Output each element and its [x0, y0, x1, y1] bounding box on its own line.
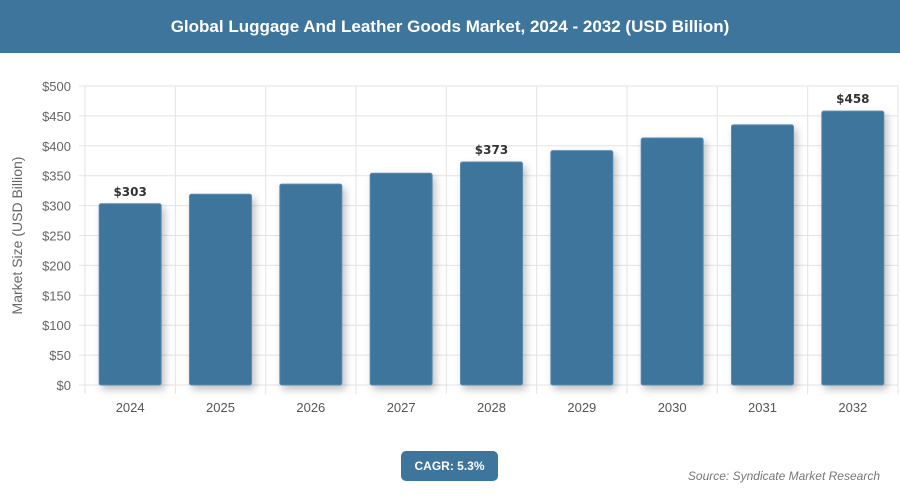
source-note: Source: Syndicate Market Research: [687, 469, 880, 483]
bar: [189, 193, 252, 386]
y-tick-label: $200: [42, 258, 71, 273]
y-tick-label: $300: [42, 199, 71, 214]
x-tick-label: 2032: [838, 400, 867, 415]
x-tick-label: 2029: [567, 400, 596, 415]
bar: [279, 183, 343, 386]
bar: [550, 150, 614, 386]
bar: [731, 124, 794, 386]
y-tick-label: $500: [42, 79, 71, 94]
y-tick-label: $150: [42, 288, 71, 303]
chart-title: Global Luggage And Leather Goods Market,…: [0, 0, 900, 53]
y-tick-label: $350: [42, 169, 71, 184]
x-tick-label: 2026: [296, 400, 325, 415]
x-tick-label: 2031: [748, 400, 777, 415]
data-label: $303: [113, 185, 146, 199]
x-tick-label: 2024: [116, 400, 145, 415]
x-tick-label: 2027: [387, 400, 416, 415]
x-tick-label: 2028: [477, 400, 506, 415]
y-tick-label: $50: [49, 348, 71, 363]
bar: [98, 203, 162, 386]
x-tick-label: 2030: [658, 400, 687, 415]
y-tick-label: $0: [57, 378, 71, 393]
data-label: $373: [475, 143, 508, 157]
data-label: $458: [836, 92, 869, 106]
y-tick-label: $450: [42, 109, 71, 124]
cagr-badge: CAGR: 5.3%: [401, 451, 498, 481]
bar: [369, 172, 433, 386]
y-axis-label: Market Size (USD Billion): [9, 157, 25, 315]
y-tick-label: $400: [42, 139, 71, 154]
bar: [640, 137, 704, 386]
x-tick-label: 2025: [206, 400, 235, 415]
y-tick-label: $100: [42, 318, 71, 333]
bar: [821, 110, 885, 386]
bar: [460, 161, 523, 386]
y-tick-label: $250: [42, 229, 71, 244]
